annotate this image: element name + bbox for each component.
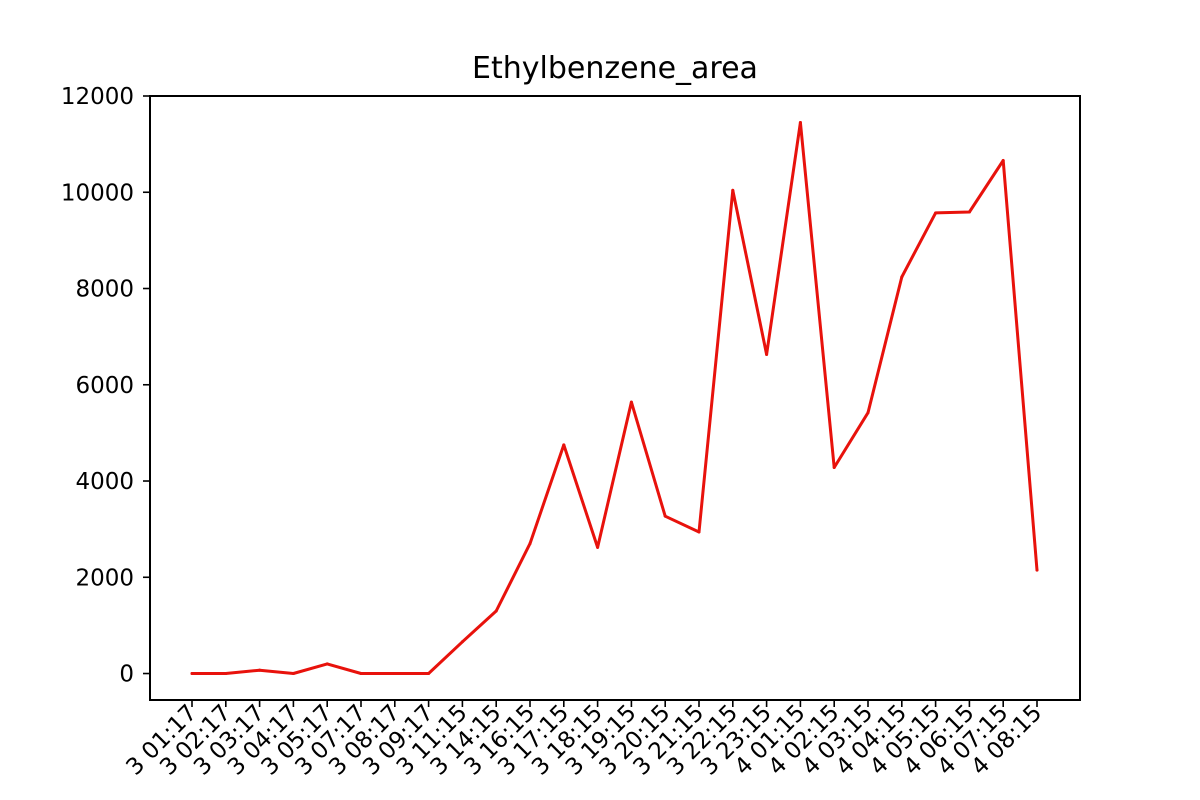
data-point — [832, 466, 836, 470]
data-point — [427, 672, 431, 676]
data-point — [697, 530, 701, 534]
data-point — [967, 210, 971, 214]
data-point — [460, 640, 464, 644]
data-point — [224, 672, 228, 676]
y-tick-label: 8000 — [75, 277, 134, 303]
chart-title: Ethylbenzene_area — [472, 51, 758, 86]
series-line — [190, 121, 1039, 675]
data-point — [562, 443, 566, 447]
data-point — [325, 662, 329, 666]
data-point — [866, 411, 870, 415]
y-tick-label: 2000 — [75, 565, 134, 591]
y-tick-label: 0 — [119, 662, 134, 688]
data-point — [798, 120, 802, 124]
data-point — [731, 188, 735, 192]
data-point — [1035, 568, 1039, 572]
y-axis: 0 2000 4000 6000 8000 10000 12000 — [61, 84, 150, 688]
data-point — [494, 609, 498, 613]
data-point — [1001, 158, 1005, 162]
y-tick-label: 6000 — [75, 373, 134, 399]
y-tick-label: 10000 — [61, 180, 134, 206]
data-point — [359, 672, 363, 676]
data-point — [393, 672, 397, 676]
data-point — [900, 275, 904, 279]
data-point — [291, 672, 295, 676]
y-tick-label: 4000 — [75, 469, 134, 495]
data-point — [528, 542, 532, 546]
data-point — [663, 514, 667, 518]
data-point — [629, 400, 633, 404]
data-point — [596, 545, 600, 549]
data-point — [258, 668, 262, 672]
data-point — [934, 211, 938, 215]
data-point — [190, 672, 194, 676]
plot-area-frame — [149, 95, 1081, 701]
series-layer — [190, 120, 1039, 676]
y-tick-label: 12000 — [61, 84, 134, 110]
x-axis: 3 01:173 02:173 03:173 04:173 05:173 07:… — [121, 700, 1047, 781]
data-point — [765, 352, 769, 356]
